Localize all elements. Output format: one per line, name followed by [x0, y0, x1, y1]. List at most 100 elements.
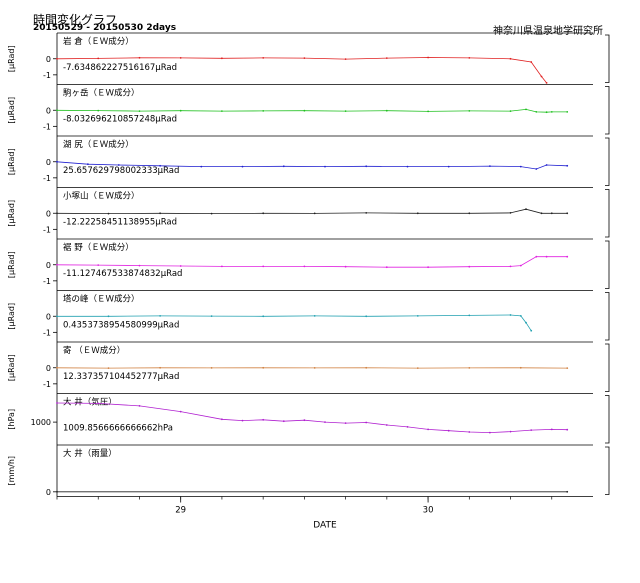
series-value: -11.127467533874832μRad [63, 269, 182, 279]
data-point [159, 164, 162, 167]
data-point [365, 421, 368, 424]
y-tick-label: 0 [46, 158, 51, 167]
panel-right-bracket [605, 189, 610, 238]
data-point [468, 431, 471, 433]
series-line-p4 [56, 208, 568, 215]
y-tick-label: 0 [46, 364, 51, 373]
series-value: -7.634862227516167μRad [63, 63, 177, 73]
data-point [550, 212, 553, 215]
data-point [324, 421, 326, 423]
data-point [530, 61, 533, 63]
data-point [179, 265, 182, 267]
y-axis-label: [μRad] [7, 251, 16, 278]
data-point [56, 57, 58, 60]
data-point [550, 428, 553, 431]
data-point [385, 57, 388, 59]
data-point [138, 264, 141, 267]
x-tick-label: 29 [175, 506, 186, 516]
data-point [56, 212, 58, 215]
panel-p5: 0 -1 [μRad] 裾 野（ＥＷ成分） -11.127467533874832μRa… [7, 238, 610, 291]
series-name: 駒ヶ岳（ＥＷ成分） [63, 88, 140, 99]
data-point [313, 315, 316, 317]
series-value: 0.4353738954580999μRad [63, 321, 179, 331]
y-tick-label: 1000 [31, 418, 51, 427]
panel-right-bracket [605, 446, 610, 495]
series-value: 1009.8566666666662hPa [63, 424, 173, 434]
data-point [262, 418, 265, 421]
data-point [179, 410, 182, 413]
data-point [210, 315, 213, 317]
data-point [97, 402, 100, 405]
data-point [509, 265, 512, 268]
y-axis-label: [hPa] [7, 409, 16, 430]
data-point [241, 165, 244, 168]
data-point [535, 255, 538, 258]
data-point [221, 57, 223, 60]
data-point [107, 315, 110, 318]
data-point [545, 255, 548, 258]
data-point [262, 366, 265, 369]
y-tick-label: 0 [46, 106, 51, 115]
panel-p2: 0 -1 [μRad] 駒ヶ岳（ＥＷ成分） -8.032696210857248μRad [7, 84, 610, 136]
series-name: 小塚山（ＥＷ成分） [63, 191, 140, 202]
data-point [530, 429, 533, 431]
data-point [489, 165, 491, 168]
panel-right-bracket [605, 395, 610, 444]
data-point [566, 490, 569, 493]
panel-right-bracket [605, 34, 610, 83]
data-point [56, 366, 58, 369]
y-tick-label: -1 [43, 380, 51, 389]
data-point [509, 110, 512, 112]
data-point [159, 366, 162, 369]
data-point [535, 111, 538, 113]
data-point [566, 164, 569, 167]
y-tick-label: 0 [46, 55, 51, 64]
data-point [385, 109, 388, 112]
y-tick-label: -1 [43, 225, 51, 234]
y-tick-label: 0 [46, 312, 51, 321]
y-axis-label: [μRad] [7, 200, 16, 227]
data-point [303, 109, 306, 112]
y-axis-label: [μRad] [7, 45, 16, 72]
series-value: -12.22258451138955μRad [63, 218, 177, 228]
data-point [545, 164, 548, 166]
data-point [416, 367, 419, 369]
series-name: 大 井（気圧） [63, 397, 117, 408]
series-line-p2 [56, 108, 568, 113]
data-point [138, 56, 141, 59]
x-tick-label: 30 [423, 506, 434, 516]
panel-right-bracket [605, 343, 610, 392]
panel-p7: 0 -1 [μRad] 寄 （ＥＷ成分） 12.337357104452777μRad [7, 341, 610, 394]
panel-right-bracket [605, 137, 610, 186]
data-point [262, 265, 265, 268]
data-point [545, 111, 548, 114]
data-point [56, 109, 58, 112]
data-point [406, 165, 409, 168]
data-point [56, 315, 58, 318]
data-point [525, 108, 527, 111]
data-point [535, 168, 538, 170]
data-point [282, 165, 285, 168]
data-point [566, 255, 569, 258]
data-point [427, 266, 429, 269]
data-point [262, 212, 265, 215]
y-tick-label: -1 [43, 71, 51, 80]
data-point [540, 212, 543, 215]
series-line-p3 [56, 161, 568, 170]
data-point [210, 212, 213, 215]
data-point [365, 366, 368, 369]
y-tick-label: -1 [43, 174, 51, 183]
data-point [56, 490, 58, 493]
data-point [282, 420, 285, 423]
data-point [519, 366, 522, 369]
data-point [303, 265, 306, 268]
data-point [540, 75, 543, 78]
data-point [210, 367, 213, 369]
data-point [427, 110, 429, 113]
data-point [385, 266, 388, 269]
panel-p8: 1000 [hPa] 大 井（気圧） 1009.8566666666662hPa [7, 393, 610, 445]
data-point [427, 56, 429, 59]
data-point [406, 426, 409, 428]
chart-title: 時間変化グラフ [33, 13, 118, 27]
